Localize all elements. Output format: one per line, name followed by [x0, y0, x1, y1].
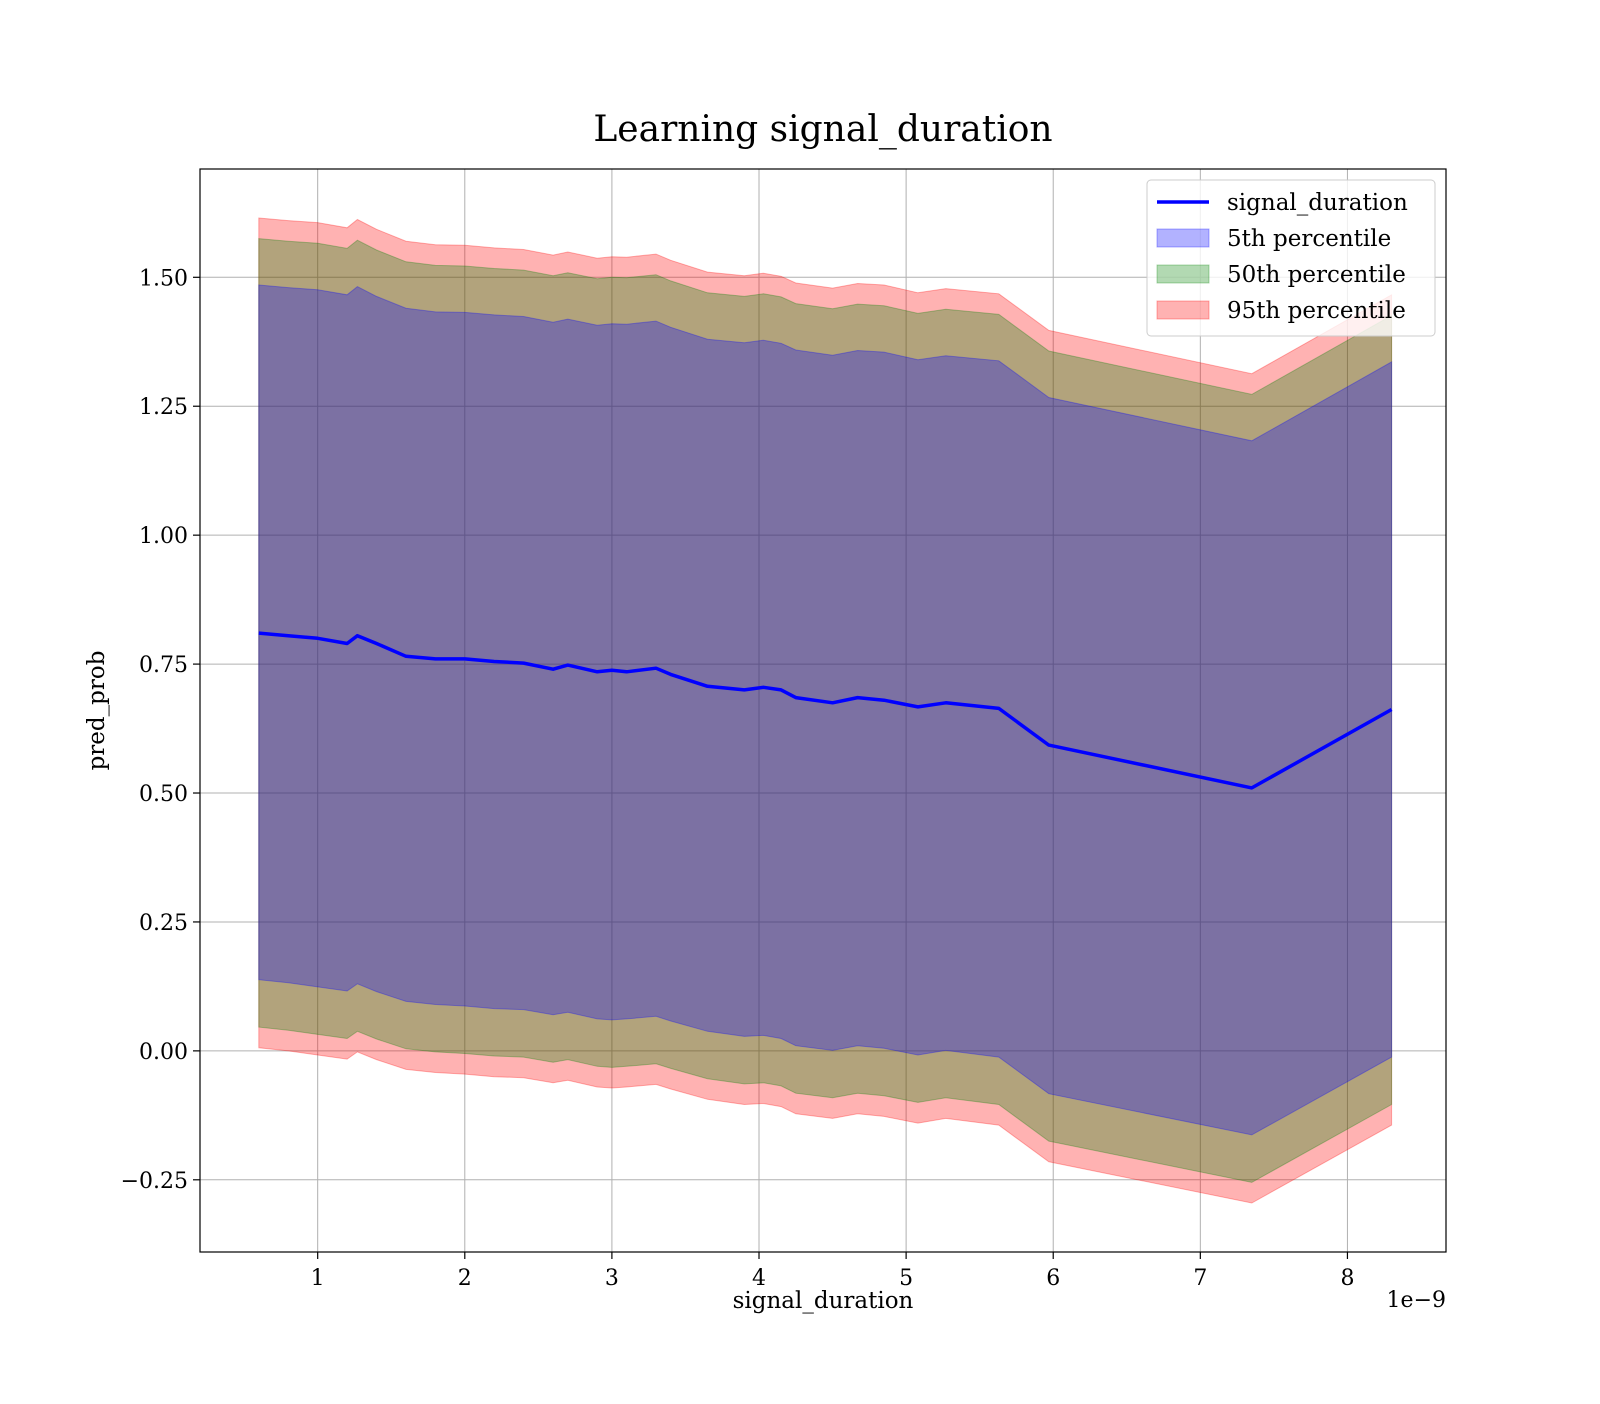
plot-background	[200, 169, 1446, 1252]
percentile-bands	[258, 217, 1393, 1204]
x-tick-label-4: 4	[752, 1266, 766, 1291]
y-ticks: −0.25 0.00 0.25 0.50 0.75 1.00 1.25 1.50	[121, 266, 200, 1194]
line-signal-duration	[258, 631, 1393, 790]
legend-50th-percentile-label: 50th percentile	[1227, 262, 1406, 288]
y-axis-label: pred_prob	[84, 651, 110, 771]
y-tick-label-2: 0.00	[139, 1040, 188, 1065]
y-tick-label-3: 0.25	[139, 911, 188, 936]
legend-95th-percentile-label: 95th percentile	[1227, 298, 1406, 324]
x-tick-label-3: 3	[605, 1266, 619, 1291]
legend-50th-percentile-swatch	[1156, 264, 1210, 284]
y-tick-label-6: 1.00	[139, 524, 188, 549]
x-tick-label-1: 1	[311, 1266, 325, 1291]
legend-5th-percentile-label: 5th percentile	[1227, 226, 1391, 252]
legend-signal-duration-label: signal_duration	[1227, 190, 1408, 216]
x-axis-label: signal_duration	[733, 1288, 914, 1314]
x-tick-label-5: 5	[899, 1266, 913, 1291]
x-axis-offset-label: 1e−9	[1387, 1288, 1446, 1313]
legend-95th-percentile-swatch	[1156, 300, 1210, 320]
band-50th-percentile	[258, 238, 1393, 1183]
plot-frame	[199, 168, 1447, 1253]
y-tick-label-1: −0.25	[121, 1169, 188, 1194]
x-tick-label-2: 2	[458, 1266, 472, 1291]
y-tick-label-8: 1.50	[139, 266, 188, 291]
y-tick-label-4: 0.50	[139, 782, 188, 807]
x-tick-label-7: 7	[1193, 1266, 1207, 1291]
series-lines	[258, 631, 1393, 790]
legend-box	[1146, 179, 1436, 337]
band-95th-percentile	[258, 217, 1393, 1204]
y-tick-label-7: 1.25	[139, 395, 188, 420]
x-tick-label-8: 8	[1340, 1266, 1354, 1291]
x-ticks: 1 2 3 4 5 6 7 8	[311, 1252, 1354, 1291]
band-5th-percentile	[258, 284, 1393, 1136]
y-tick-label-5: 0.75	[139, 653, 188, 678]
legend-5th-percentile-swatch	[1156, 228, 1210, 248]
legend: signal_duration 5th percentile 50th percen…	[1146, 179, 1436, 337]
x-tick-label-6: 6	[1046, 1266, 1060, 1291]
chart-title: Learning signal_duration	[593, 109, 1052, 150]
